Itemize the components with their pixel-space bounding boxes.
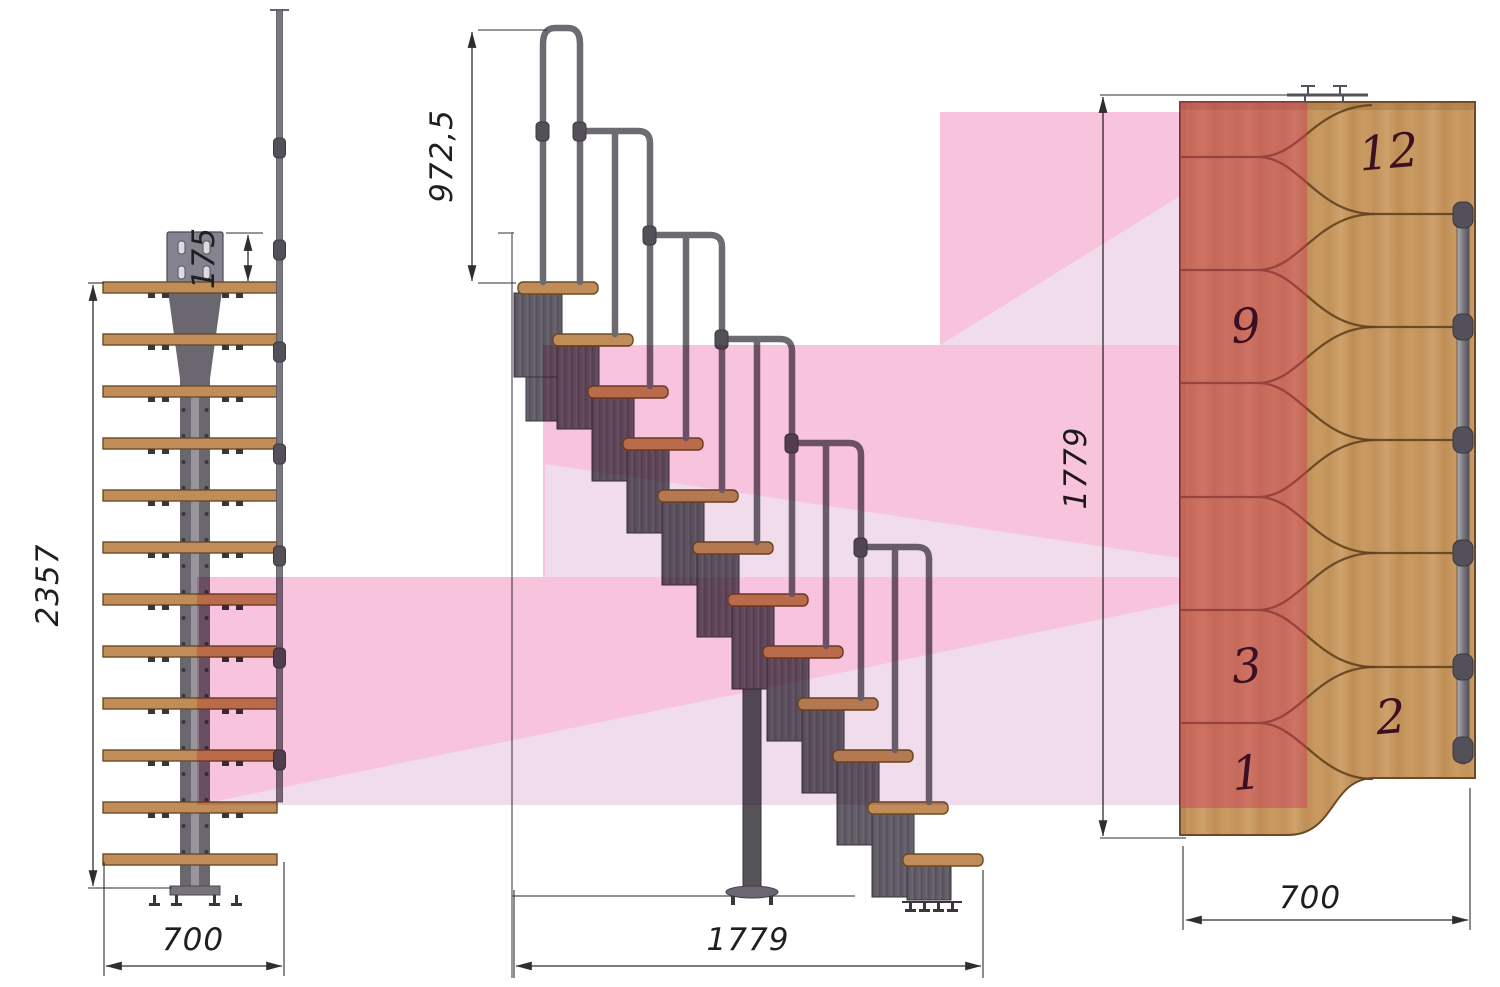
front-plate-slots (177, 240, 211, 280)
handrail-loop (539, 24, 584, 286)
plan-handrail (1452, 201, 1474, 765)
overlay-beam-bottom (197, 603, 1180, 805)
plan-step-numbers: 12 9 3 2 1 (1228, 123, 1420, 803)
overlay-beam-middle (545, 464, 1180, 577)
projection-overlays (197, 112, 1180, 805)
step-number-3: 3 (1229, 638, 1264, 695)
plan-view: 12 9 3 2 1 (1179, 85, 1476, 836)
plan-deck-left-edge (1180, 102, 1186, 835)
front-base (149, 885, 242, 906)
dim-label-700-plan: 700 (1279, 880, 1341, 916)
side-tread (902, 853, 984, 867)
dim-side-handrail-height: 972,5 (424, 29, 547, 284)
side-tread (552, 333, 634, 347)
side-tread (517, 281, 599, 295)
dim-side-run-length: 1779 (513, 870, 984, 978)
plan-deck-top-edge (1180, 102, 1475, 110)
dim-label-700-front: 700 (162, 922, 224, 958)
dim-front-total-height: 2357 (30, 284, 172, 889)
dim-front-top-offset: 175 (88, 227, 263, 289)
plan-deck-outline (1179, 101, 1476, 836)
plan-top-bracket (1287, 85, 1368, 103)
dim-label-175: 175 (186, 227, 222, 289)
step-number-9: 9 (1228, 298, 1263, 355)
dim-label-1779-side: 1779 (707, 922, 790, 958)
plan-step-dividers (1180, 103, 1457, 781)
step-number-2: 2 (1372, 689, 1408, 746)
step-number-1: 1 (1229, 745, 1264, 802)
dim-front-width: 700 (103, 862, 285, 976)
dim-plan-width: 700 (1182, 788, 1471, 930)
end-bracket (906, 865, 952, 901)
plan-module-highlight (1180, 102, 1307, 808)
dim-label-2357: 2357 (30, 544, 66, 627)
step-number-12: 12 (1356, 123, 1420, 183)
overlay-beam-top (940, 196, 1180, 345)
dim-label-972-5: 972,5 (424, 109, 460, 203)
